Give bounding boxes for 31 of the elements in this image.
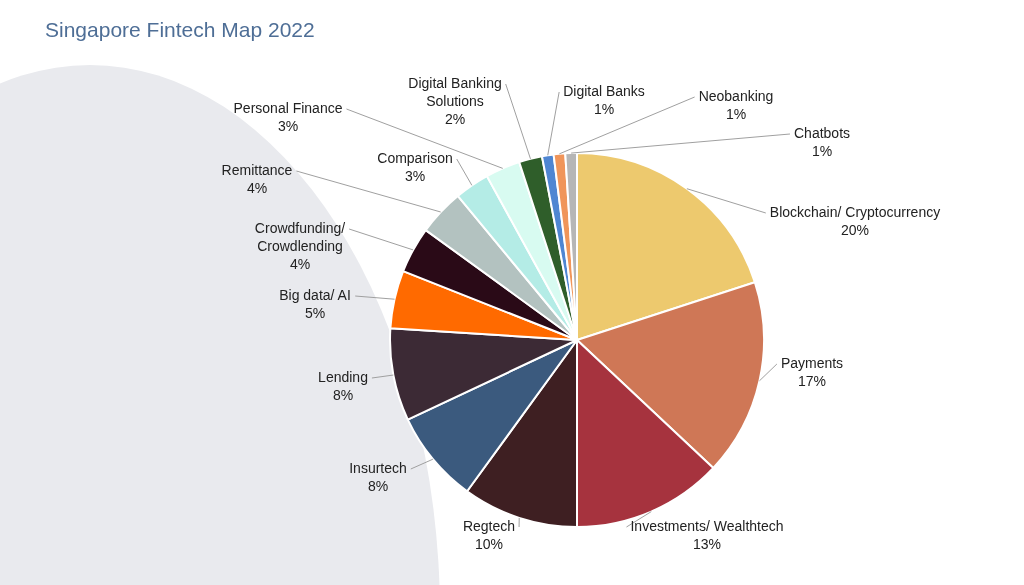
data-label: 1%	[811, 142, 833, 159]
data-label: 1%	[725, 105, 747, 122]
slice-label: Crowdfunding/ Crowdlending	[254, 219, 346, 254]
slice-label: Personal Finance	[233, 99, 343, 116]
data-label: 3%	[404, 167, 426, 184]
data-label: 4%	[246, 179, 268, 196]
chart-title: Singapore Fintech Map 2022	[45, 18, 315, 42]
data-label: 10%	[474, 535, 504, 552]
slice-label: Investments/ Wealthtech	[630, 517, 784, 534]
slice-label: Comparison	[377, 149, 453, 166]
slice-label: Blockchain/ Cryptocurrency	[769, 203, 941, 220]
slice-label: Regtech	[462, 517, 516, 534]
slice-label: Chatbots	[793, 124, 851, 141]
data-label: 8%	[367, 477, 389, 494]
data-label: 5%	[304, 304, 326, 321]
slice-label: Digital Banks	[563, 82, 645, 99]
slice-label: Lending	[318, 368, 368, 385]
slice-label: Big data/ AI	[279, 286, 351, 303]
data-label: 1%	[593, 100, 615, 117]
data-label: 2%	[444, 110, 466, 127]
data-label: 4%	[289, 255, 311, 272]
slice-label: Remittance	[221, 161, 293, 178]
data-label: 8%	[332, 386, 354, 403]
slice-label: Digital Banking Solutions	[408, 74, 502, 109]
data-label: 20%	[840, 221, 870, 238]
data-label: 17%	[797, 372, 827, 389]
slice-label: Insurtech	[349, 459, 407, 476]
slice-label: Payments	[780, 354, 844, 371]
slice-label: Neobanking	[698, 87, 774, 104]
data-label: 13%	[692, 535, 722, 552]
data-label: 3%	[277, 117, 299, 134]
